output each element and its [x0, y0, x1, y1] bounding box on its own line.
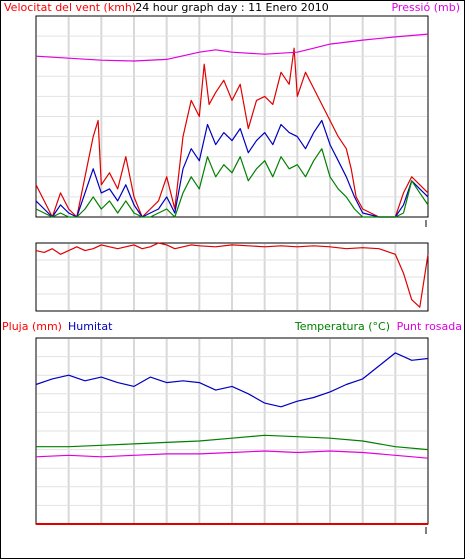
humidity-series-line [35, 352, 429, 408]
temperature-axis-label: Temperatura (°C) [294, 320, 390, 333]
temperature-series-line [36, 434, 429, 451]
pressure-axis-label: Pressió (mb) [391, 1, 460, 14]
humidity-axis-label: Humitat [68, 320, 113, 333]
direction-series [35, 242, 429, 308]
chart-title: 24 hour graph day : 11 Enero 2010 [135, 1, 329, 14]
direction-series-line [35, 242, 429, 308]
gust-series-line [35, 47, 429, 218]
pressure-series-line [35, 33, 429, 62]
humidity-grid [37, 339, 427, 523]
dewpoint-axis-label: Punt rosada [397, 320, 462, 333]
wind-axis-label: Velocitat del vent (kmh) [4, 1, 136, 14]
rain-axis-label: Pluja (mm) [2, 320, 62, 333]
direction-grid [37, 244, 427, 310]
wind-series-line [35, 119, 429, 218]
min-series-line [35, 148, 429, 218]
humidity-series [35, 352, 429, 525]
dewpoint-series-line [35, 450, 429, 459]
wind-series [35, 33, 429, 218]
